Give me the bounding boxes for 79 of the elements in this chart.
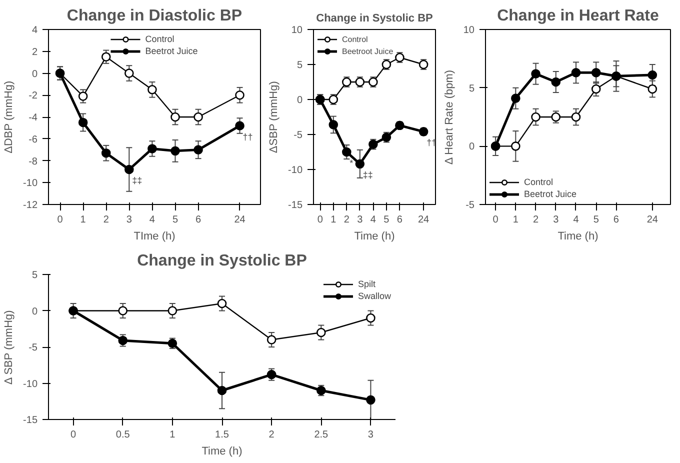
annotation: ‡‡ (132, 176, 142, 186)
x-tick-label: 1.5 (215, 430, 230, 440)
y-tick-label: 2 (32, 46, 38, 58)
y-tick-label: 5 (296, 60, 303, 71)
x-tick-label: 1 (330, 214, 337, 226)
x-tick-label: 2.5 (314, 430, 329, 440)
x-axis-title: Time (h) (202, 446, 242, 458)
y-tick-label: 0 (296, 95, 303, 106)
y-tick-label: -8 (28, 156, 38, 168)
y-tick-label: 0 (468, 142, 475, 153)
y-axis-title: Δ Heart Rate (bpm) (443, 70, 456, 165)
x-tick-label: 0 (70, 430, 77, 440)
chart-title: Change in Systolic BP (316, 12, 433, 24)
y-tick-label: -10 (23, 378, 38, 390)
y-axis-title: ΔSBP (mmHg) (268, 81, 280, 154)
x-tick-label: 24 (234, 214, 246, 226)
x-tick-label: 0 (57, 214, 64, 226)
x-axis-title: TIme (h) (134, 230, 176, 242)
y-tick-label: -5 (466, 200, 475, 211)
y-tick-label: -15 (23, 415, 38, 426)
x-tick-label: 1 (170, 430, 176, 440)
x-tick-label: 6 (613, 214, 620, 226)
x-tick-label: 4 (573, 214, 580, 226)
x-tick-label: 6 (396, 214, 403, 226)
y-tick-label: 10 (463, 25, 475, 36)
x-tick-label: 0 (317, 214, 324, 226)
x-tick-label: 0.5 (116, 430, 130, 440)
y-tick-label: -5 (294, 130, 303, 141)
y-axis-title: ΔDBP (mmHg) (3, 80, 16, 154)
x-tick-label: 2 (103, 214, 110, 226)
x-tick-label: 4 (149, 214, 156, 226)
y-tick-label: 4 (32, 25, 38, 36)
y-tick-label: 0 (32, 68, 38, 80)
legend-label: Spilt (358, 278, 376, 290)
x-tick-label: 3 (368, 430, 374, 440)
x-tick-label: 2 (268, 430, 275, 440)
x-tick-label: 24 (646, 214, 658, 226)
x-tick-label: 1 (512, 214, 519, 226)
y-tick-label: 0 (32, 306, 38, 318)
y-tick-label: -5 (28, 342, 38, 354)
chart-title: Change in Heart Rate (497, 8, 660, 24)
y-axis-title: Δ SBP (mmHg) (3, 310, 16, 385)
x-tick-label: 3 (553, 214, 560, 226)
x-tick-label: 3 (126, 214, 132, 226)
x-tick-label: 2 (532, 214, 539, 226)
legend-label: Swallow (358, 290, 391, 302)
x-tick-label: 1 (80, 214, 86, 226)
annotation: ‡‡ (362, 170, 373, 180)
annotation: * (350, 158, 354, 168)
chart-title: Change in Systolic BP (137, 252, 308, 270)
x-tick-label: 3 (357, 214, 364, 226)
x-tick-label: 5 (384, 214, 390, 226)
y-tick-label: 5 (468, 83, 475, 94)
legend-label: Control (342, 34, 368, 45)
y-tick-label: -10 (288, 165, 303, 176)
x-tick-label: 0 (492, 214, 499, 226)
x-axis-title: Time (h) (558, 230, 598, 242)
y-tick-label: -4 (28, 112, 38, 124)
y-tick-label: 10 (291, 25, 303, 36)
legend-label: Beetrot Juice (145, 45, 198, 57)
y-tick-label: 5 (32, 270, 38, 281)
legend-label: Control (145, 33, 174, 45)
x-tick-label: 4 (370, 214, 376, 226)
x-tick-label: 5 (172, 214, 178, 226)
x-tick-label: 24 (418, 214, 430, 226)
x-tick-label: 2 (344, 214, 350, 226)
chart-title: Change in Diastolic BP (66, 8, 242, 24)
y-tick-label: -12 (23, 200, 38, 211)
x-tick-label: 5 (593, 214, 600, 226)
y-tick-label: -15 (288, 200, 303, 211)
legend-label: Beetrot Juice (524, 188, 577, 200)
y-tick-label: -2 (28, 90, 38, 102)
x-axis-title: Time (h) (354, 230, 395, 242)
annotation: †† (242, 132, 253, 142)
legend-label: Control (524, 176, 554, 188)
x-tick-label: 6 (196, 214, 202, 226)
legend-label: Beetroot Juice (342, 46, 394, 57)
y-tick-label: -6 (28, 134, 38, 146)
y-tick-label: -10 (23, 178, 38, 190)
